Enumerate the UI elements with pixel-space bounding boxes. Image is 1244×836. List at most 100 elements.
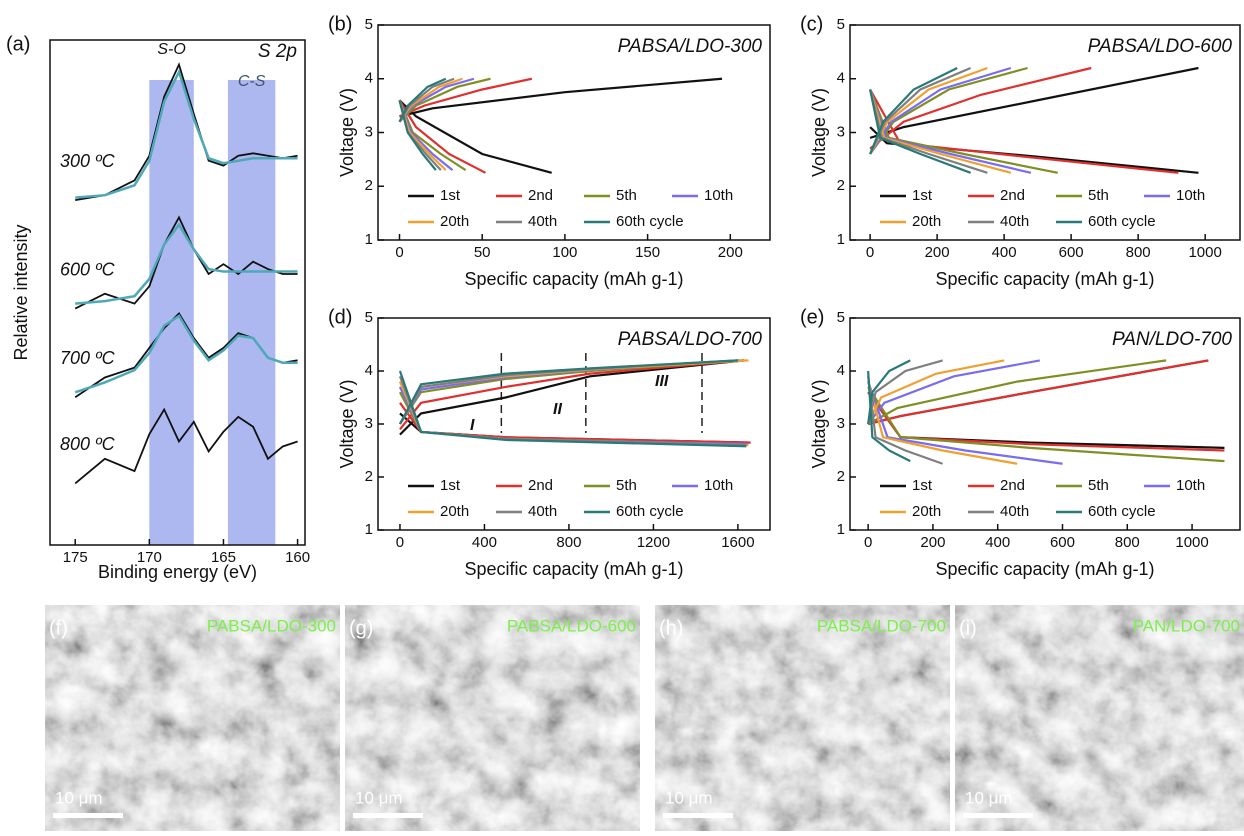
- x-tick-label: 0: [396, 534, 404, 551]
- x-tick-label: 0: [864, 534, 872, 551]
- band-label: S-O: [157, 41, 185, 58]
- y-tick-label: 5: [837, 16, 845, 33]
- x-axis-label: Specific capacity (mAh g-1): [935, 559, 1154, 579]
- image-caption: PAN/LDO-700: [1133, 616, 1240, 635]
- y-tick-label: 2: [365, 468, 373, 485]
- x-tick-label: 1600: [721, 534, 754, 551]
- panel-label: (a): [6, 33, 30, 55]
- x-axis-label: Specific capacity (mAh g-1): [464, 269, 683, 289]
- legend-label: 60th cycle: [616, 503, 684, 520]
- x-axis-label: Specific capacity (mAh g-1): [935, 269, 1154, 289]
- discharge-curve: [868, 387, 1224, 461]
- x-tick-label: 600: [1050, 534, 1075, 551]
- y-tick-label: 1: [837, 231, 845, 248]
- annotation: S 2p: [258, 41, 297, 62]
- x-tick-label: 50: [474, 244, 491, 261]
- x-tick-label: 400: [985, 534, 1010, 551]
- legend-label: 1st: [912, 477, 933, 494]
- y-tick-label: 2: [365, 177, 373, 194]
- legend-label: 40th: [528, 213, 557, 230]
- x-tick-label: 200: [925, 244, 950, 261]
- panel-title: PABSA/LDO-700: [618, 329, 763, 350]
- discharge-curve: [400, 403, 751, 443]
- scale-bar-label: 10 μm: [55, 788, 103, 807]
- y-axis-label: Voltage (V): [337, 379, 357, 468]
- x-axis-label: Binding energy (eV): [98, 562, 257, 582]
- x-tick-label: 800: [556, 534, 581, 551]
- series-label: 300 ºC: [60, 151, 116, 171]
- x-tick-label: 160: [285, 549, 310, 566]
- y-tick-label: 4: [365, 70, 373, 87]
- charge-curve: [868, 360, 1208, 424]
- y-tick-label: 1: [837, 521, 845, 538]
- legend-label: 10th: [704, 187, 733, 204]
- page: {"chart_data": [ {"type": "line", "panel…: [0, 0, 1244, 831]
- image-label: (i): [959, 617, 977, 639]
- series-label: 700 ºC: [60, 348, 116, 368]
- panel-label: (d): [328, 306, 352, 328]
- x-tick-label: 1000: [1175, 534, 1208, 551]
- y-tick-label: 1: [365, 521, 373, 538]
- plot-frame: [378, 25, 770, 240]
- legend-label: 1st: [440, 187, 461, 204]
- panel-label: (e): [800, 306, 824, 328]
- x-tick-label: 400: [472, 534, 497, 551]
- y-tick-label: 4: [365, 362, 373, 379]
- y-axis-label: Voltage (V): [809, 88, 829, 177]
- panel-title: PABSA/LDO-300: [618, 36, 763, 57]
- legend-label: 5th: [1088, 477, 1109, 494]
- y-tick-label: 5: [365, 309, 373, 326]
- y-tick-label: 5: [365, 16, 373, 33]
- plot-frame: [850, 25, 1240, 240]
- legend-label: 40th: [1000, 213, 1029, 230]
- image-label: (h): [659, 617, 683, 639]
- legend-label: 2nd: [528, 187, 553, 204]
- x-tick-label: 100: [552, 244, 577, 261]
- image-caption: PABSA/LDO-700: [817, 616, 946, 635]
- y-tick-label: 2: [837, 468, 845, 485]
- image-caption: PABSA/LDO-300: [207, 616, 336, 635]
- series-label: 800 ºC: [60, 434, 116, 454]
- series-label: 600 ºC: [60, 259, 116, 279]
- legend-label: 5th: [616, 477, 637, 494]
- charge-curve: [400, 360, 738, 424]
- scale-bar: [663, 813, 733, 818]
- x-axis-label: Specific capacity (mAh g-1): [464, 559, 683, 579]
- discharge-curve: [868, 392, 1224, 450]
- x-tick-label: 0: [395, 244, 403, 261]
- region-label: I: [470, 417, 475, 434]
- legend-label: 1st: [440, 477, 461, 494]
- y-tick-label: 3: [365, 415, 373, 432]
- x-tick-label: 1000: [1188, 244, 1221, 261]
- x-tick-label: 800: [1115, 534, 1140, 551]
- figure: S-OC-S175170165160Binding energy (eV)Rel…: [0, 0, 1244, 831]
- legend-label: 1st: [912, 187, 933, 204]
- discharge-curve: [400, 392, 748, 444]
- y-tick-label: 3: [837, 415, 845, 432]
- scale-bar: [353, 813, 423, 818]
- y-tick-label: 4: [837, 70, 845, 87]
- legend-label: 5th: [616, 187, 637, 204]
- x-tick-label: 200: [718, 244, 743, 261]
- scale-bar: [53, 813, 123, 818]
- scale-bar-label: 10 μm: [665, 788, 713, 807]
- legend-label: 40th: [528, 503, 557, 520]
- y-tick-label: 2: [837, 177, 845, 194]
- x-tick-label: 150: [635, 244, 660, 261]
- legend-label: 20th: [440, 503, 469, 520]
- legend-label: 20th: [912, 213, 941, 230]
- region-label: II: [553, 401, 562, 418]
- image-label: (f): [49, 617, 68, 639]
- legend-label: 20th: [912, 503, 941, 520]
- x-tick-label: 400: [992, 244, 1017, 261]
- image-label: (g): [349, 617, 373, 639]
- scale-bar: [963, 813, 1033, 818]
- x-tick-label: 200: [920, 534, 945, 551]
- legend-label: 60th cycle: [1088, 213, 1156, 230]
- y-tick-label: 3: [365, 123, 373, 140]
- scale-bar-label: 10 μm: [965, 788, 1013, 807]
- legend-label: 40th: [1000, 503, 1029, 520]
- y-axis-label: Voltage (V): [809, 379, 829, 468]
- band: [149, 80, 193, 545]
- band: [228, 80, 275, 545]
